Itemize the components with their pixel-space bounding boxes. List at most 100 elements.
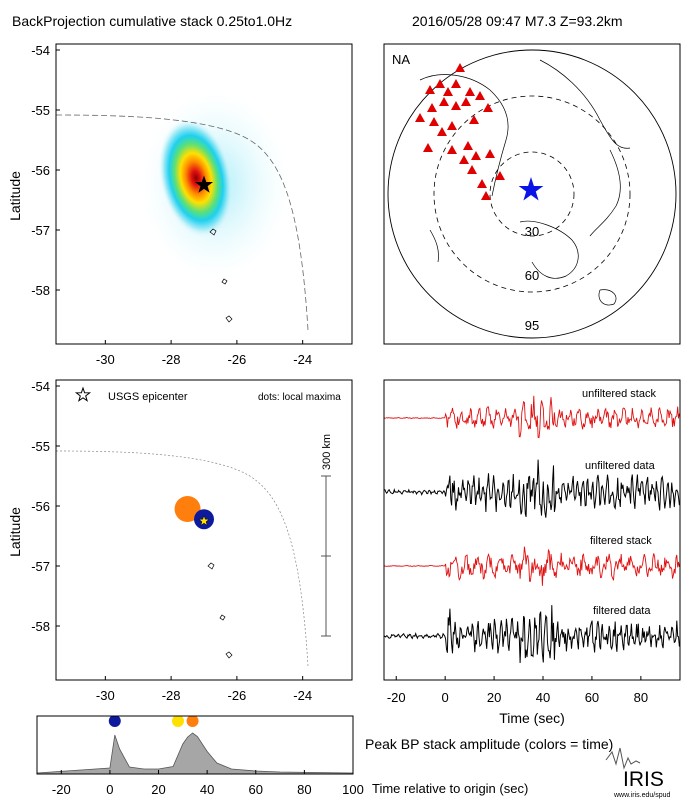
stack-map-frame <box>55 43 353 345</box>
y-tick-label: -56 <box>31 499 50 514</box>
station-marker <box>429 117 439 126</box>
legend-epicenter: USGS epicenter <box>108 391 188 403</box>
station-marker <box>451 79 461 88</box>
y-tick-label: -54 <box>31 43 50 58</box>
waveform-label-3: filtered data <box>593 605 651 617</box>
y-axis-label: Latitude <box>7 171 23 221</box>
peak-x-tick-label: 40 <box>200 782 214 797</box>
waveform-label-0: unfiltered stack <box>582 388 656 400</box>
ring-label: 95 <box>525 318 539 333</box>
ring-label: 30 <box>525 224 539 239</box>
station-marker <box>451 101 461 110</box>
x-tick-label: -24 <box>293 352 312 367</box>
horizon-ring <box>387 49 677 339</box>
x-tick-label: -26 <box>227 352 246 367</box>
y-axis-label-c: Latitude <box>7 507 23 557</box>
ring-30 <box>489 151 575 237</box>
waveform-frame <box>383 379 681 681</box>
logo-url: www.iris.edu/spud <box>613 792 671 799</box>
x-tick-label: -28 <box>162 688 181 703</box>
y-tick-label: -54 <box>31 379 50 394</box>
source-star <box>518 177 544 201</box>
station-marker <box>447 121 457 130</box>
station-marker <box>461 97 471 106</box>
station-marker <box>415 113 425 122</box>
station-marker <box>495 171 505 180</box>
y-tick-label: -57 <box>31 223 50 238</box>
figure-title: BackProjection cumulative stack 0.25to1.… <box>12 13 292 29</box>
station-marker <box>475 91 485 100</box>
waveform-label-1: unfiltered data <box>585 460 656 472</box>
local-maximum-dot <box>174 496 201 522</box>
peak-x-tick-label: -20 <box>52 782 71 797</box>
station-marker <box>427 103 437 112</box>
legend-dots: dots: local maxima <box>258 392 341 403</box>
station-marker <box>483 103 493 112</box>
station-marker <box>471 151 481 160</box>
polar-map-frame <box>383 43 681 345</box>
logo-text: IRIS <box>623 768 664 791</box>
station-marker <box>439 97 449 106</box>
iris-logo: IRIS www.iris.edu/spud <box>605 747 671 799</box>
station-marker <box>423 143 433 152</box>
filtered-data-trace <box>384 605 680 664</box>
event-info: 2016/05/28 09:47 M7.3 Z=93.2km <box>412 13 623 29</box>
unfiltered-data-trace <box>384 459 680 518</box>
station-marker <box>435 79 445 88</box>
y-tick-label: -58 <box>31 619 50 634</box>
station-marker <box>443 87 453 96</box>
peak-x-tick-label: 60 <box>249 782 263 797</box>
x-tick-label: -30 <box>96 688 115 703</box>
peak-x-tick-label: 0 <box>106 782 113 797</box>
waveform-x-tick-label: 0 <box>442 690 449 705</box>
maxima-map-panel: USGS epicenter dots: local maxima 300 km… <box>7 379 353 703</box>
plate-boundary <box>56 114 309 331</box>
x-tick-label: -26 <box>227 688 246 703</box>
plate-boundary-c <box>56 450 309 667</box>
station-marker <box>463 141 473 150</box>
waveform-x-tick-label: 20 <box>487 690 501 705</box>
caption: Peak BP stack amplitude (colors = time) <box>365 736 613 752</box>
peak-x-tick-label: 100 <box>342 782 364 797</box>
station-marker <box>465 87 475 96</box>
coastlines <box>419 59 631 306</box>
station-marker <box>485 149 495 158</box>
filtered-stack-trace <box>384 546 680 586</box>
y-tick-label: -56 <box>31 163 50 178</box>
polar-map-panel: NA 30 60 95 <box>383 43 681 345</box>
y-tick-label: -58 <box>31 283 50 298</box>
peak-x-tick-label: 20 <box>151 782 165 797</box>
waveform-x-tick-label: 40 <box>536 690 550 705</box>
waveform-x-tick-label: 60 <box>585 690 599 705</box>
x-tick-label: -30 <box>96 352 115 367</box>
peak-x-tick-label: 80 <box>297 782 311 797</box>
legend-star-icon <box>74 386 92 402</box>
stack-map-panel: -30 -28 -26 -24 -54 -55 -56 -57 -58 Latitude <box>7 43 353 367</box>
ring-label: 60 <box>525 268 539 283</box>
station-marker <box>455 63 465 72</box>
station-marker <box>469 115 479 124</box>
station-marker <box>481 191 491 200</box>
waveform-x-tick-label: -20 <box>387 690 406 705</box>
epicenter-star-c <box>198 514 210 527</box>
stack-energy <box>158 118 234 238</box>
station-marker <box>437 127 447 136</box>
ring-60 <box>433 95 631 293</box>
x-tick-label: -24 <box>293 688 312 703</box>
time-marker-dot <box>186 716 199 727</box>
waveform-x-tick-label: 80 <box>634 690 648 705</box>
waveform-label-2: filtered stack <box>590 535 652 547</box>
y-tick-label: -55 <box>31 439 50 454</box>
station-marker <box>425 85 435 94</box>
scale-label: 300 km <box>321 434 333 470</box>
unfiltered-stack-trace <box>384 395 680 439</box>
peak-amplitude-area <box>37 732 353 774</box>
peak-amplitude-frame <box>36 715 354 775</box>
time-marker-dot <box>171 716 184 727</box>
scale-bar <box>321 475 331 637</box>
y-tick-label: -55 <box>31 103 50 118</box>
epicenter-star <box>194 175 214 193</box>
time-marker-dot <box>108 716 121 727</box>
waveform-panel: unfiltered stack unfiltered data filtere… <box>383 379 681 726</box>
